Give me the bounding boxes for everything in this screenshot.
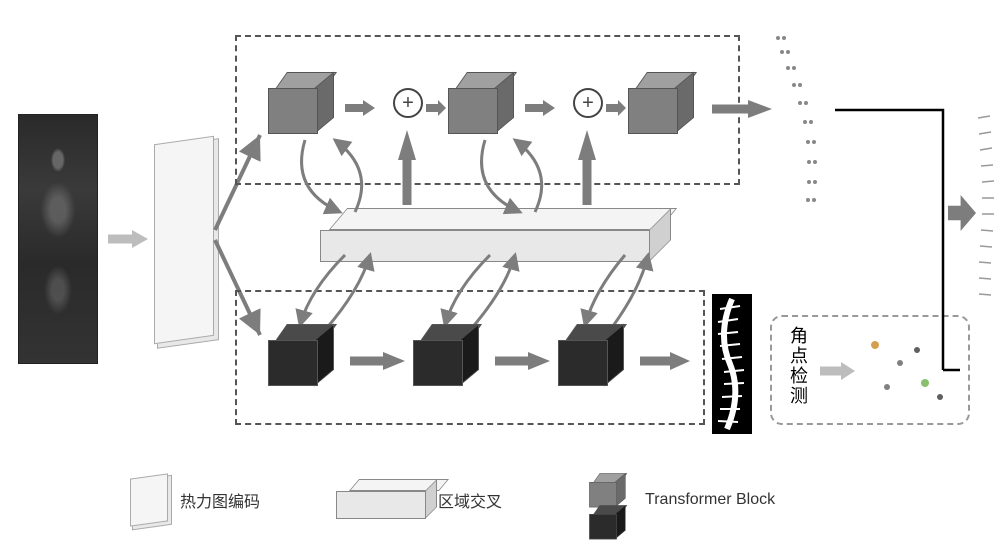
legend-region-label: 区域交叉: [438, 488, 502, 512]
curved-exchange-arrows: [280, 120, 680, 320]
final-vertebra-markers: [976, 110, 998, 310]
legend-transformer-label: Transformer Block: [645, 491, 775, 509]
arrow-xray-to-heatmap: [108, 230, 148, 248]
transformer-stack-icon: [578, 472, 633, 528]
heatmap-icon: [130, 473, 168, 526]
centerline-output-curve: [770, 30, 830, 210]
merge-lines: [835, 60, 965, 380]
transformer-block-top-2: [448, 72, 498, 122]
legend: 热力图编码 区域交叉 Transformer Block: [130, 470, 910, 530]
architecture-diagram: + +: [0, 0, 1000, 542]
transformer-block-top-1: [268, 72, 318, 122]
add-op-1: +: [393, 88, 423, 118]
add-op-2: +: [573, 88, 603, 118]
transformer-block-bottom-3: [558, 324, 608, 374]
spine-heatmap-output: [712, 294, 752, 434]
transformer-block-bottom-1: [268, 324, 318, 374]
xray-input-image: [18, 114, 98, 364]
region-cross-icon: [336, 479, 426, 521]
legend-region-cross: 区域交叉: [336, 479, 502, 521]
legend-transformer: Transformer Block: [578, 472, 775, 528]
legend-heatmap: 热力图编码: [130, 476, 260, 524]
legend-heatmap-label: 热力图编码: [180, 488, 260, 512]
transformer-block-top-3: [628, 72, 678, 122]
corner-detection-label: 角点检测: [785, 326, 813, 411]
heatmap-encoding-block: [154, 136, 214, 344]
transformer-block-bottom-2: [413, 324, 463, 374]
